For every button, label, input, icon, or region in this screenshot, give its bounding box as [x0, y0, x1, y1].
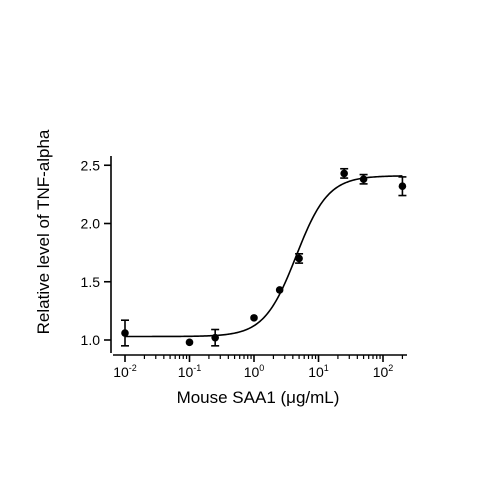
x-axis: 10-2 10-1 100 101 102 — [113, 354, 407, 380]
x-tick-label: 100 — [244, 363, 265, 380]
y-tick-label: 1.5 — [81, 274, 101, 290]
y-axis: 1.0 1.5 2.0 2.5 — [81, 156, 112, 353]
data-point — [185, 338, 194, 347]
fit-curve — [125, 175, 403, 338]
x-tick-label: 10-2 — [113, 363, 137, 380]
x-tick-label: 101 — [308, 363, 329, 380]
data-point — [340, 169, 348, 178]
x-axis-title: Mouse SAA1 (μg/mL) — [177, 388, 340, 407]
data-point — [295, 254, 303, 263]
y-tick-label: 2.5 — [81, 157, 101, 173]
data-point — [250, 314, 258, 322]
data-point — [275, 286, 284, 294]
y-tick-label: 1.0 — [81, 332, 101, 348]
x-tick-label: 10-1 — [178, 363, 202, 380]
data-point — [398, 182, 407, 191]
y-axis-title: Relative level of TNF-alpha — [34, 129, 53, 334]
data-point — [121, 329, 129, 337]
x-tick-label: 102 — [373, 363, 394, 380]
data-point — [211, 333, 219, 342]
data-point — [359, 175, 368, 184]
y-tick-label: 2.0 — [81, 216, 101, 232]
